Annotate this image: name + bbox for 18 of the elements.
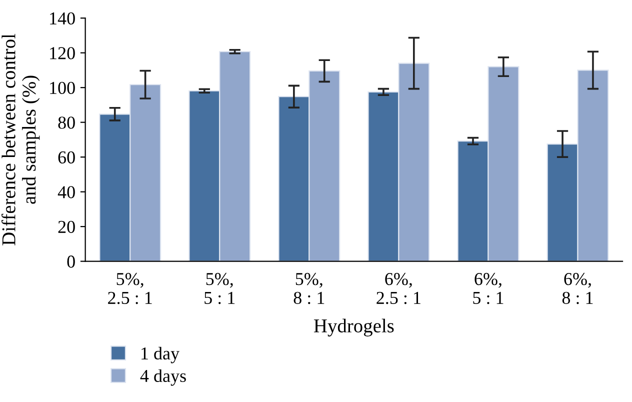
- y-tick-label: 20: [58, 220, 75, 233]
- y-tick-label: 60: [58, 151, 75, 164]
- x-tick-label: 6%, 2.5 : 1: [376, 272, 420, 304]
- y-tick-label: 0: [67, 256, 75, 268]
- y-tick-label: 100: [50, 82, 75, 94]
- x-tick-label: 5%, 5 : 1: [204, 272, 235, 304]
- y-axis-title: Difference between control and samples (%): [1, 34, 40, 246]
- y-tick-label: 80: [58, 116, 75, 129]
- y-tick-label: 140: [50, 12, 75, 25]
- x-axis-title: Hydrogels: [314, 318, 394, 336]
- y-tick-label: 40: [58, 186, 75, 198]
- y-tick-label: 120: [50, 47, 75, 60]
- x-tick-label: 5%, 8 : 1: [294, 272, 324, 304]
- x-tick-label: 6%, 5 : 1: [473, 272, 504, 304]
- x-tick-label: 6%, 8 : 1: [562, 272, 593, 304]
- x-tick-label: 5%, 2.5 : 1: [108, 272, 152, 304]
- legend-label: 4 days: [140, 369, 186, 386]
- legend-label: 1 day: [142, 346, 180, 364]
